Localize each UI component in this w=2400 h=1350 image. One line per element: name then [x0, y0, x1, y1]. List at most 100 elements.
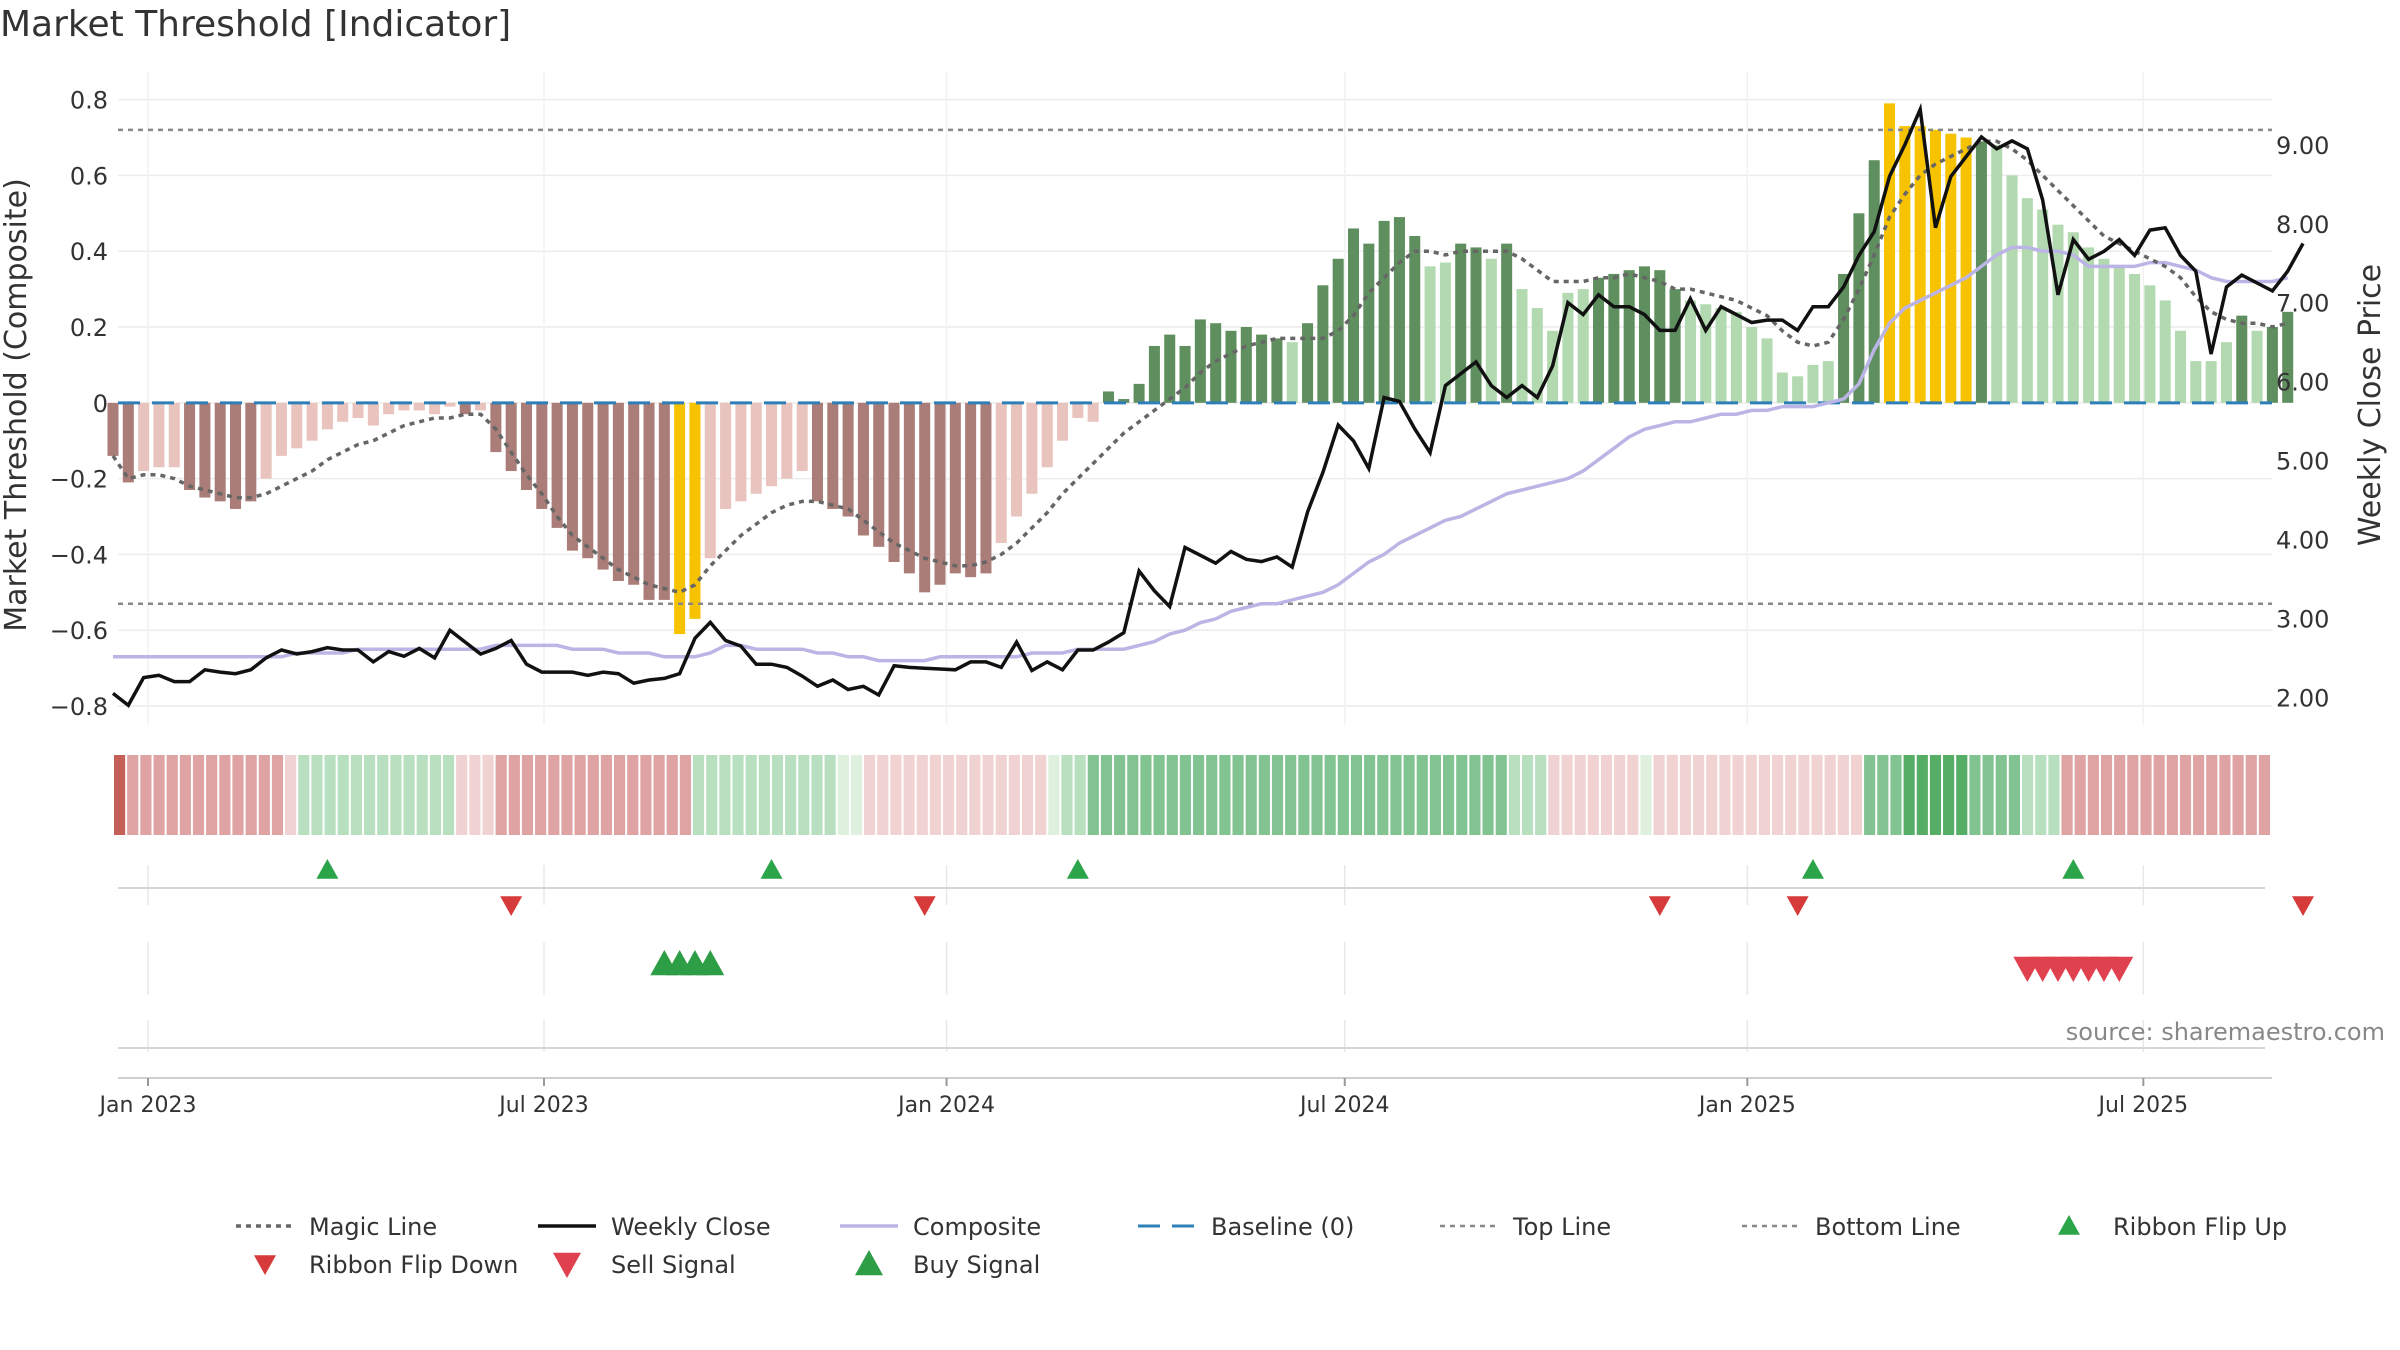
legend-label-composite: Composite [913, 1213, 1041, 1241]
ribbon-cell [2021, 755, 2034, 835]
x-tick-label: Jan 2024 [896, 1093, 995, 1118]
composite-bar [2083, 247, 2095, 403]
legend-label-baseline-0: Baseline (0) [1211, 1213, 1354, 1241]
ribbon-cell [153, 755, 165, 835]
ribbon-cell [2114, 755, 2126, 835]
composite-bar [1792, 376, 1804, 403]
composite-bar [1929, 129, 1941, 403]
composite-bar [1577, 289, 1589, 403]
legend: Magic Line Weekly Close Composite Baseline … [236, 1213, 2287, 1279]
composite-bar [505, 402, 517, 472]
ribbon-cell [416, 755, 428, 835]
ribbon-cell [2193, 755, 2205, 835]
composite-bar [873, 402, 885, 547]
composite-bar [582, 402, 594, 559]
ribbon-cell [1824, 755, 1836, 835]
magic-line [111, 139, 2289, 595]
composite-bar [2266, 327, 2278, 403]
ribbon-cell [1614, 755, 1626, 835]
x-tick-label: Jan 2025 [1697, 1093, 1796, 1118]
ribbon-cell [587, 755, 599, 835]
ribbon-cell [692, 755, 705, 835]
ribbon-cell [1771, 755, 1784, 835]
right-y-tick-label: 8.00 [2276, 211, 2329, 239]
x-tick-label: Jul 2024 [1298, 1093, 1390, 1118]
ribbon-cell [495, 755, 507, 835]
ribbon-cell [1127, 755, 1139, 835]
composite-bar [1531, 308, 1543, 403]
composite-bar [520, 402, 533, 490]
ribbon-cell [758, 755, 770, 835]
ribbon-cell [1929, 755, 1942, 835]
left-y-tick-label: −0.6 [50, 617, 108, 645]
composite-bar [1562, 292, 1574, 403]
x-axis: Jan 2023 Jul 2023 Jan 2024 Jul 2024 Jan 2025… [98, 1078, 2188, 1118]
composite-bar [1715, 308, 1727, 403]
ribbon-cell [1245, 755, 1257, 835]
ribbon-cell [1521, 755, 1534, 835]
ribbon-cell [285, 755, 297, 835]
composite-bar [1884, 103, 1896, 403]
ribbon-flip-up-marker [1066, 859, 1089, 879]
ribbon-cell [1390, 755, 1402, 835]
composite-bar [811, 402, 823, 502]
composite-bar [1363, 243, 1375, 403]
composite-bar [781, 402, 793, 479]
composite-bar [1838, 273, 1850, 403]
composite-bar [1654, 270, 1666, 403]
composite-bar [2129, 273, 2141, 403]
ribbon-cell [192, 755, 205, 835]
ribbon-cell [1456, 755, 1468, 835]
composite-bar [1317, 285, 1329, 403]
ribbon-cell [2140, 755, 2152, 835]
right-y-tick-label: 7.00 [2276, 290, 2329, 318]
ribbon-cell [1679, 755, 1692, 835]
ribbon-cell [548, 755, 560, 835]
ribbon-cell [982, 755, 994, 835]
legend-swatch-sell-signal [553, 1252, 581, 1278]
composite-bar [1118, 399, 1130, 403]
composite-bar [658, 402, 670, 600]
ribbon-cell [482, 755, 494, 835]
composite-bar [1393, 217, 1405, 403]
composite-bar [1593, 277, 1605, 403]
right-y-tick-label: 3.00 [2276, 605, 2329, 633]
ribbon-cell [2219, 755, 2231, 835]
ribbon-cell [1903, 755, 1915, 835]
ribbon-cell [745, 755, 757, 835]
ribbon-cell [469, 755, 481, 835]
ribbon-flip-down-marker [1648, 896, 1671, 916]
x-tick-label: Jan 2023 [98, 1093, 197, 1118]
composite-bar [1822, 361, 1834, 403]
ribbon-cell [1074, 755, 1086, 835]
composite-bar [1684, 300, 1696, 403]
ribbon-cell [837, 755, 849, 835]
left-y-tick-label: −0.4 [50, 541, 108, 569]
composite-bar [674, 402, 686, 635]
ribbon-flip-up-marker [1801, 859, 1824, 879]
composite-bar [934, 402, 946, 585]
ribbon-cell [864, 755, 876, 835]
composite-bar [337, 402, 349, 422]
weekly-close-line [111, 102, 2305, 708]
composite-bar [1332, 258, 1344, 403]
ribbon-cell [1114, 755, 1126, 835]
composite-bar [1608, 273, 1620, 403]
ribbon-cell [1377, 755, 1389, 835]
composite-bar [1516, 289, 1528, 403]
composite-bar [275, 402, 287, 456]
ribbon-cell [456, 755, 468, 835]
left-y-tick-label: 0.6 [70, 162, 108, 190]
ribbon-cell [732, 755, 744, 835]
composite-bar [260, 402, 272, 479]
ribbon-cell [429, 755, 441, 835]
ribbon-cell [140, 755, 152, 835]
ribbon-cell [1732, 755, 1744, 835]
ribbon-cell [1298, 755, 1310, 835]
ribbon-cell [1666, 755, 1678, 835]
source-credit: source: sharemaestro.com [2066, 1018, 2385, 1046]
composite-bar [597, 402, 609, 570]
composite-bar [1057, 402, 1069, 441]
ribbon-flip-down-marker [2292, 896, 2315, 916]
ribbon-flip-up-marker [316, 859, 339, 879]
